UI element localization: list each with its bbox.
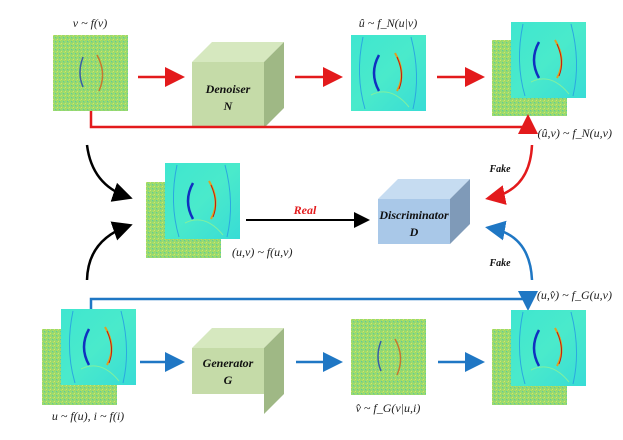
denoiser-name: Denoiser: [205, 82, 251, 96]
noisy-image-v: [52, 34, 129, 112]
generator-symbol: G: [224, 373, 233, 387]
fake-pair-denoised: [509, 20, 588, 100]
discriminator-block: Discriminator D: [378, 179, 470, 244]
input-pair-clean-u: [59, 307, 138, 387]
arrow-real-bottom: [85, 221, 133, 281]
real-pair-clean: [163, 161, 242, 241]
label-fake-bottom: Fake: [488, 258, 511, 269]
label-v-dist: v ~ f(v): [73, 16, 107, 30]
label-fake-top: Fake: [488, 164, 511, 175]
label-u-i-dist: u ~ f(u), i ~ f(i): [52, 409, 124, 423]
denoised-image-u-hat: [349, 33, 428, 113]
generator-name: Generator: [203, 356, 254, 370]
arrow-fake-red: [485, 144, 534, 205]
denoiser-block: Denoiser N: [192, 42, 284, 128]
discriminator-name: Discriminator: [378, 208, 449, 222]
label-real: Real: [293, 203, 317, 217]
generator-block: Generator G: [192, 328, 284, 414]
label-v-hat-cond: v̂ ~ f_G(v|u,i): [356, 401, 421, 415]
skip-connection-blue: [89, 291, 538, 311]
arrow-real-top: [85, 144, 133, 202]
denoiser-symbol: N: [223, 99, 234, 113]
skip-connection-red: [89, 111, 538, 134]
discriminator-symbol: D: [409, 225, 419, 239]
generated-image-v-hat: [350, 318, 427, 396]
label-v-hat-joint: (u,v̂) ~ f_G(u,v): [537, 288, 612, 302]
generated-pair-clean: [509, 308, 588, 388]
label-real-joint: (u,v) ~ f(u,v): [232, 245, 292, 259]
arrow-fake-blue: [485, 220, 534, 281]
label-u-hat-cond: û ~ f_N(u|v): [359, 16, 417, 30]
label-u-hat-joint: (û,v) ~ f_N(u,v): [538, 126, 612, 140]
